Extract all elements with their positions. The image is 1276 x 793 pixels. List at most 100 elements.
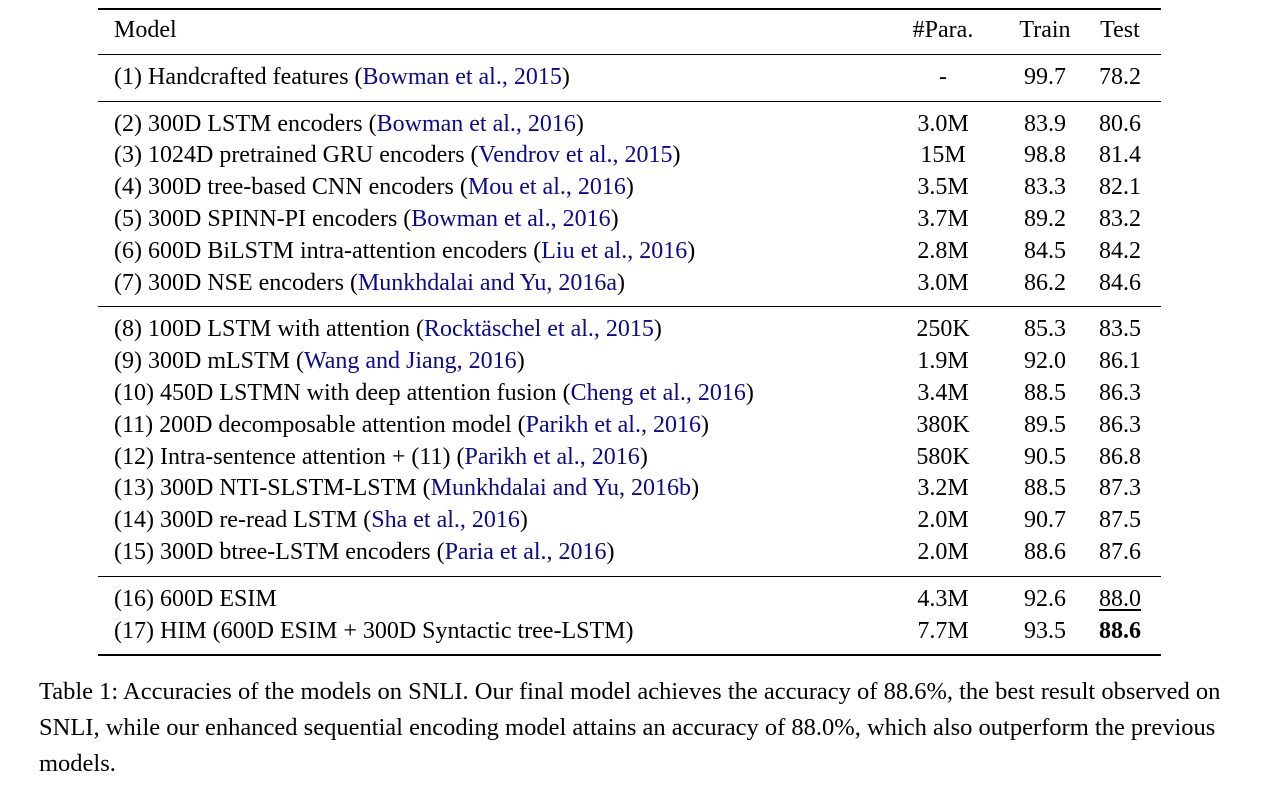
model-name-cell: (3) 1024D pretrained GRU encoders (Vendr… — [114, 140, 681, 172]
citation-link[interactable]: Parikh et al., 2016 — [525, 411, 701, 438]
test-accuracy-cell: 83.2 — [1099, 205, 1141, 232]
model-name-cell: (12) Intra-sentence attention + (11) (Pa… — [114, 442, 648, 474]
group-divider-rule — [98, 53, 1161, 55]
model-name-cell: (6) 600D BiLSTM intra-attention encoders… — [114, 236, 695, 268]
model-name: (8) 100D LSTM with attention ( — [114, 316, 424, 343]
citation-link[interactable]: Munkhdalai and Yu, 2016a — [357, 269, 618, 296]
param-count-cell: 3.5M — [917, 174, 969, 201]
citation-close-paren: ) — [575, 110, 584, 137]
train-accuracy-cell: 83.3 — [1024, 174, 1066, 201]
test-accuracy-cell: 86.3 — [1099, 411, 1141, 438]
model-name-cell: (1) Handcrafted features (Bowman et al.,… — [114, 62, 570, 94]
param-count-cell: 15M — [920, 142, 966, 169]
group-divider-rule — [98, 306, 1161, 308]
citation-link[interactable]: Rocktäschel et al., 2015 — [423, 316, 654, 343]
train-accuracy-cell: 93.5 — [1024, 617, 1066, 644]
citation-close-paren: ) — [639, 443, 648, 470]
param-count-cell: 1.9M — [917, 348, 969, 375]
table-row: (1) Handcrafted features (Bowman et al.,… — [98, 62, 1161, 94]
test-accuracy-cell: 88.6 — [1099, 617, 1141, 644]
param-count-cell: 3.0M — [917, 269, 969, 296]
table-row: (16) 600D ESIM 4.3M 92.6 88.0 — [98, 584, 1161, 616]
test-accuracy-cell: 82.1 — [1099, 174, 1141, 201]
model-name-cell: (10) 450D LSTMN with deep attention fusi… — [114, 378, 754, 410]
param-count-cell: 580K — [916, 443, 970, 470]
param-count-cell: 380K — [916, 411, 970, 438]
model-name: (5) 300D SPINN-PI encoders ( — [114, 205, 412, 232]
param-count-cell: 3.0M — [917, 110, 969, 137]
test-accuracy-cell: 87.3 — [1099, 475, 1141, 502]
citation-close-paren: ) — [610, 205, 619, 232]
citation-close-paren: ) — [625, 174, 634, 201]
test-accuracy-cell: 78.2 — [1099, 63, 1141, 90]
header-test: Test — [1100, 17, 1140, 43]
citation-close-paren: ) — [561, 63, 570, 90]
test-accuracy-cell: 86.1 — [1099, 348, 1141, 375]
table-row: (7) 300D NSE encoders (Munkhdalai and Yu… — [98, 268, 1161, 300]
train-accuracy-cell: 88.5 — [1024, 475, 1066, 502]
model-name-cell: (14) 300D re-read LSTM (Sha et al., 2016… — [114, 505, 528, 537]
model-name: (7) 300D NSE encoders ( — [114, 269, 358, 296]
model-name: (9) 300D mLSTM ( — [114, 348, 304, 375]
citation-link[interactable]: Sha et al., 2016 — [371, 507, 520, 534]
model-name: (13) 300D NTI-SLSTM-LSTM ( — [114, 475, 431, 502]
table-top-rule — [98, 8, 1161, 10]
citation-link[interactable]: Paria et al., 2016 — [444, 538, 607, 565]
model-name-cell: (15) 300D btree-LSTM encoders (Paria et … — [114, 537, 615, 569]
train-accuracy-cell: 98.8 — [1024, 142, 1066, 169]
model-name-cell: (16) 600D ESIM — [114, 584, 277, 616]
model-name: (10) 450D LSTMN with deep attention fusi… — [114, 379, 571, 406]
header-train: Train — [1019, 17, 1071, 43]
table-row: (3) 1024D pretrained GRU encoders (Vendr… — [98, 140, 1161, 172]
citation-link[interactable]: Parikh et al., 2016 — [464, 443, 640, 470]
table-row: (13) 300D NTI-SLSTM-LSTM (Munkhdalai and… — [98, 473, 1161, 505]
test-accuracy-cell: 84.6 — [1099, 269, 1141, 296]
citation-link[interactable]: Bowman et al., 2016 — [376, 110, 576, 137]
table-row: (15) 300D btree-LSTM encoders (Paria et … — [98, 537, 1161, 569]
model-name: (6) 600D BiLSTM intra-attention encoders… — [114, 237, 542, 264]
table-row: (11) 200D decomposable attention model (… — [98, 410, 1161, 442]
table-caption: Table 1: Accuracies of the models on SNL… — [39, 678, 1221, 777]
citation-close-paren: ) — [617, 269, 626, 296]
model-name-cell: (2) 300D LSTM encoders (Bowman et al., 2… — [114, 109, 584, 141]
citation-link[interactable]: Vendrov et al., 2015 — [478, 142, 673, 169]
model-name: (1) Handcrafted features ( — [114, 63, 363, 90]
header-para: #Para. — [912, 17, 974, 43]
train-accuracy-cell: 89.5 — [1024, 411, 1066, 438]
citation-link[interactable]: Bowman et al., 2016 — [411, 205, 611, 232]
test-accuracy-cell: 83.5 — [1099, 316, 1141, 343]
model-name: (2) 300D LSTM encoders ( — [114, 110, 377, 137]
train-accuracy-cell: 99.7 — [1024, 63, 1066, 90]
table-row: (10) 450D LSTMN with deep attention fusi… — [98, 378, 1161, 410]
model-name: (17) HIM (600D ESIM + 300D Syntactic tre… — [114, 617, 634, 644]
train-accuracy-cell: 90.5 — [1024, 443, 1066, 470]
citation-close-paren: ) — [687, 237, 696, 264]
citation-link[interactable]: Cheng et al., 2016 — [570, 379, 746, 406]
table-row: (6) 600D BiLSTM intra-attention encoders… — [98, 236, 1161, 268]
model-name: (16) 600D ESIM — [114, 585, 277, 612]
test-accuracy-cell: 86.8 — [1099, 443, 1141, 470]
test-accuracy-cell: 87.5 — [1099, 507, 1141, 534]
table-row: (2) 300D LSTM encoders (Bowman et al., 2… — [98, 109, 1161, 141]
train-accuracy-cell: 88.6 — [1024, 538, 1066, 565]
train-accuracy-cell: 85.3 — [1024, 316, 1066, 343]
citation-close-paren: ) — [745, 379, 754, 406]
table-row: (8) 100D LSTM with attention (Rocktäsche… — [98, 314, 1161, 346]
citation-link[interactable]: Munkhdalai and Yu, 2016b — [430, 475, 692, 502]
group-divider-rule — [98, 100, 1161, 102]
model-name: (12) Intra-sentence attention + (11) ( — [114, 443, 465, 470]
citation-link[interactable]: Liu et al., 2016 — [541, 237, 688, 264]
citation-link[interactable]: Mou et al., 2016 — [467, 174, 626, 201]
param-count-cell: 2.8M — [917, 237, 969, 264]
header-model: Model — [114, 17, 177, 43]
test-accuracy-cell: 87.6 — [1099, 538, 1141, 565]
model-name: (11) 200D decomposable attention model ( — [114, 411, 526, 438]
citation-link[interactable]: Wang and Jiang, 2016 — [303, 348, 517, 375]
model-name: (4) 300D tree-based CNN encoders ( — [114, 174, 468, 201]
param-count-cell: 2.0M — [917, 538, 969, 565]
citation-link[interactable]: Bowman et al., 2015 — [362, 63, 562, 90]
train-accuracy-cell: 89.2 — [1024, 205, 1066, 232]
citation-close-paren: ) — [691, 475, 700, 502]
train-accuracy-cell: 84.5 — [1024, 237, 1066, 264]
model-name-cell: (17) HIM (600D ESIM + 300D Syntactic tre… — [114, 616, 633, 648]
